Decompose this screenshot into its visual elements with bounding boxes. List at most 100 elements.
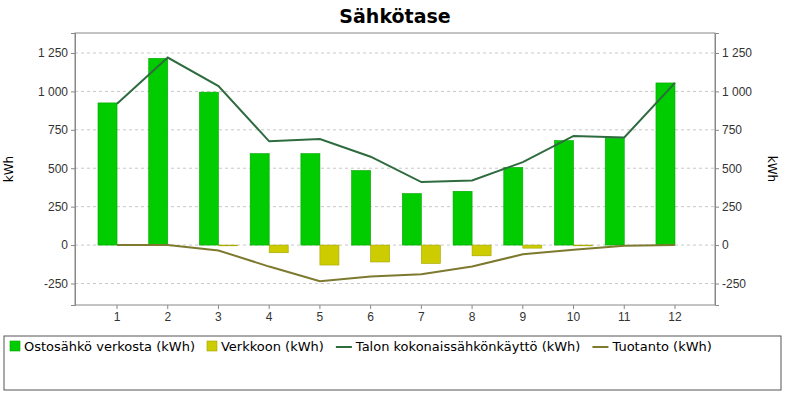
marks bbox=[98, 58, 675, 282]
tick-label: 11 bbox=[618, 310, 631, 324]
legend-label: Ostosähkö verkosta (kWh) bbox=[24, 339, 195, 354]
grid bbox=[75, 53, 715, 284]
legend-item: Talon kokonaissähkönkäyttö (kWh) bbox=[336, 339, 581, 354]
tick-mark bbox=[522, 305, 523, 309]
grid-line bbox=[75, 129, 715, 130]
tick: 11 bbox=[618, 305, 631, 324]
tick-mark bbox=[715, 245, 719, 246]
bar bbox=[371, 245, 390, 262]
legend-label: Verkkoon (kWh) bbox=[221, 339, 324, 354]
bar bbox=[504, 167, 523, 245]
bar bbox=[149, 58, 168, 245]
bar bbox=[675, 245, 694, 246]
tick-mark bbox=[715, 53, 719, 54]
y-axis: -25002505007501 0001 250 bbox=[38, 34, 76, 306]
tick-mark bbox=[71, 91, 75, 92]
bar bbox=[523, 245, 542, 248]
tick-label: 12 bbox=[668, 310, 682, 324]
bar bbox=[269, 245, 288, 253]
y-axis-title: kWh bbox=[2, 156, 16, 182]
tick: 0 bbox=[715, 238, 729, 252]
tick: 2 bbox=[164, 305, 171, 324]
tick-label: 250 bbox=[48, 200, 68, 214]
legend-swatch bbox=[592, 346, 608, 348]
tick: 8 bbox=[469, 305, 476, 324]
tick-label: 1 000 bbox=[722, 85, 752, 99]
tick-mark bbox=[218, 305, 219, 309]
tick: 3 bbox=[215, 305, 222, 324]
line bbox=[117, 245, 675, 281]
x-axis: 123456789101112 bbox=[114, 305, 682, 324]
bar bbox=[605, 138, 624, 245]
tick: 500 bbox=[48, 162, 75, 176]
tick-mark bbox=[71, 168, 75, 169]
tick: 6 bbox=[367, 305, 374, 324]
tick-mark bbox=[715, 207, 719, 208]
tick-label: 9 bbox=[519, 310, 526, 324]
legend-swatch bbox=[207, 341, 217, 351]
tick-mark bbox=[71, 53, 75, 54]
tick-mark bbox=[624, 305, 625, 309]
tick-label: 750 bbox=[722, 123, 742, 137]
bar bbox=[199, 92, 218, 245]
legend-box bbox=[4, 336, 781, 390]
plot-frame bbox=[75, 33, 715, 305]
tick-label: 3 bbox=[215, 310, 222, 324]
tick: 1 bbox=[114, 305, 121, 324]
legend-item: Tuotanto (kWh) bbox=[592, 339, 711, 354]
tick-label: 5 bbox=[317, 310, 324, 324]
bar bbox=[421, 245, 440, 263]
tick-mark bbox=[421, 305, 422, 309]
bar bbox=[301, 154, 320, 245]
bar-series bbox=[98, 58, 675, 245]
tick-label: 0 bbox=[61, 238, 68, 252]
grid-line bbox=[75, 283, 715, 284]
tick-mark bbox=[71, 207, 75, 208]
tick-label: 2 bbox=[164, 310, 171, 324]
bar bbox=[218, 245, 237, 247]
tick: -250 bbox=[44, 277, 75, 291]
tick-label: -250 bbox=[44, 277, 68, 291]
legend: Ostosähkö verkosta (kWh) Verkkoon (kWh) Ta… bbox=[4, 336, 781, 390]
bar bbox=[250, 154, 269, 245]
tick-label: 1 000 bbox=[38, 85, 68, 99]
tick-mark bbox=[674, 305, 675, 309]
grid-line bbox=[75, 91, 715, 92]
tick: 750 bbox=[715, 123, 742, 137]
tick-mark bbox=[167, 305, 168, 309]
bar-series bbox=[218, 245, 592, 265]
legend-item: Verkkoon (kWh) bbox=[207, 339, 324, 354]
legend-swatch bbox=[336, 346, 352, 348]
line bbox=[117, 58, 675, 182]
tick: 5 bbox=[317, 305, 324, 324]
tick-label: 500 bbox=[48, 162, 68, 176]
tick-mark bbox=[573, 305, 574, 309]
tick-label: 6 bbox=[367, 310, 374, 324]
bar bbox=[555, 141, 574, 245]
tick-label: 1 bbox=[114, 310, 121, 324]
tick-label: 1 250 bbox=[38, 46, 68, 60]
bar bbox=[472, 245, 491, 256]
chart: Sähkötase-25002505007501 0001 250-250025… bbox=[0, 0, 785, 394]
tick-label: 0 bbox=[722, 238, 729, 252]
tick: 250 bbox=[715, 200, 742, 214]
tick: 0 bbox=[61, 238, 75, 252]
grid-line bbox=[75, 52, 715, 53]
axis-line bbox=[71, 34, 76, 306]
tick-label: 7 bbox=[418, 310, 425, 324]
plot-background bbox=[75, 33, 715, 305]
tick-label: 4 bbox=[266, 310, 273, 324]
legend-label: Tuotanto (kWh) bbox=[611, 339, 711, 354]
bar bbox=[453, 191, 472, 245]
legend-swatch bbox=[10, 341, 20, 351]
legend-item: Ostosähkö verkosta (kWh) bbox=[10, 339, 195, 354]
bar bbox=[656, 83, 675, 245]
tick-label: 1 250 bbox=[722, 46, 752, 60]
tick-label: 250 bbox=[722, 200, 742, 214]
y2-axis-title: kWh bbox=[765, 156, 779, 182]
legend-label: Talon kokonaissähkönkäyttö (kWh) bbox=[355, 339, 581, 354]
tick: 250 bbox=[48, 200, 75, 214]
tick-mark bbox=[715, 130, 719, 131]
tick-mark bbox=[370, 305, 371, 309]
tick-label: -250 bbox=[722, 277, 746, 291]
